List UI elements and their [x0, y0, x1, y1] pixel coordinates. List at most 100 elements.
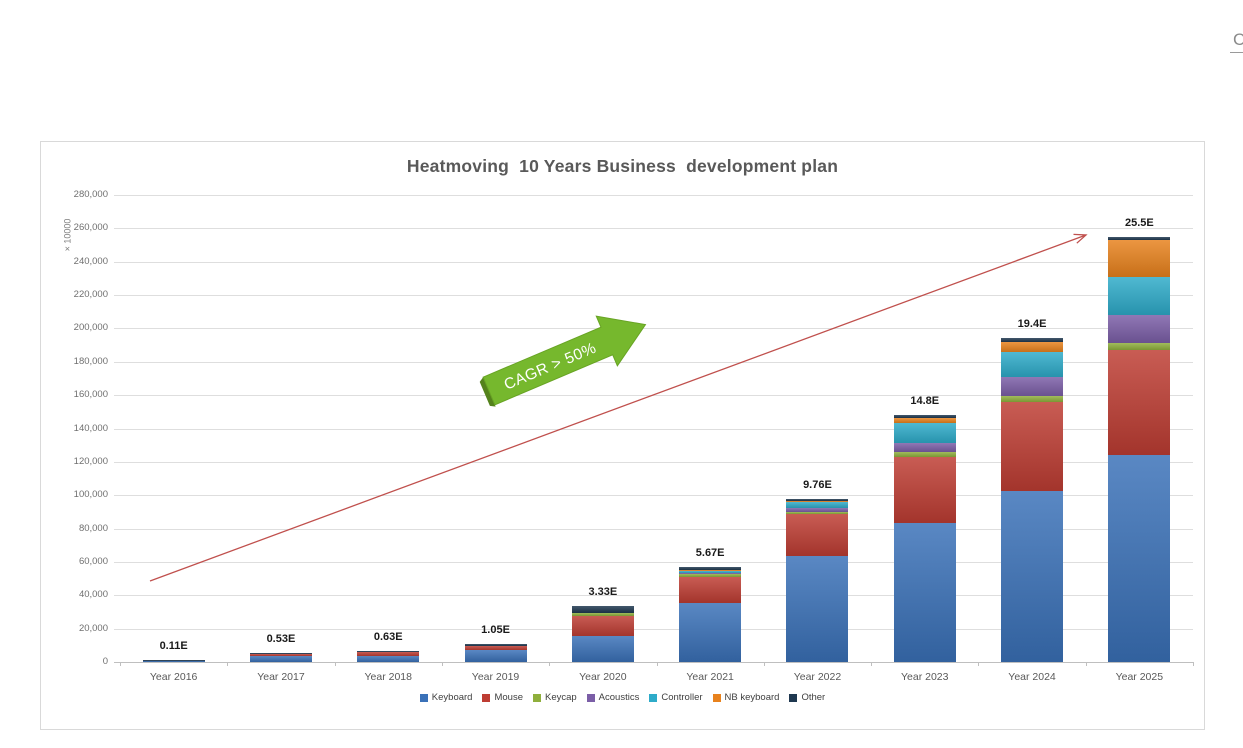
x-category-label: Year 2017 [257, 671, 305, 683]
gridline [114, 295, 1193, 297]
x-category-label: Year 2021 [686, 671, 734, 683]
clipped-glyph: C [1233, 30, 1243, 49]
chart-frame: Heatmoving 10 Years Business development… [40, 141, 1205, 730]
legend-label: Mouse [494, 692, 523, 703]
bar-segment-other [1108, 236, 1171, 241]
bar-segment-mouse [679, 576, 742, 603]
bar-segment-keyboard [357, 655, 420, 662]
x-axis-tick [120, 662, 121, 666]
y-tick-label: 0 [102, 656, 108, 667]
bar-segment-nb-keyboard [679, 570, 742, 572]
y-tick-label: 20,000 [78, 622, 108, 634]
legend-swatch [419, 693, 428, 702]
bar-segment-acoustics [1001, 377, 1064, 396]
bar-segment-keyboard [249, 655, 312, 662]
bar-segment-controller [1001, 352, 1064, 378]
bar-segment-nb-keyboard [786, 501, 849, 503]
legend-item-acoustics: Acoustics [586, 692, 640, 703]
bar-segment-mouse [357, 652, 420, 656]
y-tick-label: 200,000 [73, 322, 108, 334]
clipped-glyph-underline [1230, 52, 1243, 53]
bar-segment-keyboard [893, 522, 956, 662]
legend-item-other: Other [789, 692, 825, 703]
bar-segment-keycap [571, 613, 634, 616]
y-tick-label: 220,000 [73, 289, 108, 301]
legend-label: Acoustics [598, 692, 640, 703]
legend-swatch [532, 693, 541, 702]
x-axis-tick [1085, 662, 1087, 666]
bar-segment-other [249, 653, 312, 655]
y-tick-label: 80,000 [78, 522, 108, 534]
bar-segment-keyboard [1001, 490, 1064, 662]
bar-segment-other [142, 660, 205, 662]
bar-segment-acoustics [679, 573, 742, 575]
bar-segment-acoustics [893, 442, 956, 453]
bar-segment-nb-keyboard [1001, 341, 1064, 353]
bar-segment-other [571, 606, 634, 614]
x-category-label: Year 2020 [579, 671, 627, 683]
legend-item-controller: Controller [649, 692, 703, 703]
bar-segment-mouse [893, 456, 956, 523]
gridline [114, 662, 1193, 663]
x-axis-tick [978, 662, 980, 666]
bar-segment-keycap [679, 574, 742, 577]
x-axis-tick [763, 662, 765, 666]
bar-segment-other [786, 499, 849, 502]
bar-segment-other [464, 644, 527, 646]
gridline [114, 595, 1193, 597]
bar-total-label: 0.11E [159, 640, 188, 653]
bar-segment-other [357, 651, 420, 653]
legend-label: Controller [661, 692, 703, 703]
gridline [114, 195, 1193, 196]
bar-segment-keycap [893, 452, 956, 457]
bar-segment-controller [1108, 276, 1171, 315]
bar-total-label: 0.63E [373, 631, 403, 644]
y-tick-label: 180,000 [73, 355, 108, 367]
x-axis-tick [227, 662, 229, 666]
bar-segment-mouse [786, 514, 849, 557]
legend-item-nb-keyboard: NB keyboard [712, 692, 779, 703]
bar-total-label: 25.5E [1124, 216, 1154, 229]
bar-segment-keyboard [142, 660, 205, 662]
legend: Keyboard Mouse Keycap Acoustics Controller NB… [41, 692, 1204, 703]
x-axis-tick [549, 662, 551, 666]
bar-segment-mouse [1001, 402, 1064, 491]
legend-swatch [789, 693, 798, 702]
y-tick-label: 100,000 [73, 489, 108, 501]
bar-segment-keyboard [464, 649, 527, 662]
bar-total-label: 1.05E [481, 624, 510, 637]
legend-label: Keyboard [431, 692, 473, 703]
bar-segment-controller [786, 501, 849, 508]
x-category-label: Year 2016 [149, 671, 198, 683]
x-axis-tick [871, 662, 873, 666]
legend-label: Other [801, 692, 826, 703]
bar-segment-mouse [1108, 349, 1171, 455]
bar-total-label: 14.8E [910, 395, 940, 408]
bar-segment-other [679, 567, 742, 571]
bar-segment-nb-keyboard [893, 418, 956, 424]
x-category-label: Year 2024 [1008, 671, 1056, 683]
x-axis-tick [656, 662, 658, 666]
y-tick-label: 160,000 [73, 389, 108, 401]
chart-title: Heatmoving 10 Years Business development… [406, 156, 839, 176]
bar-segment-keyboard [571, 636, 634, 662]
x-axis-tick [1193, 662, 1194, 666]
legend-item-keycap: Keycap [532, 692, 577, 703]
x-category-label: Year 2025 [1115, 671, 1164, 683]
bar-segment-keycap [1001, 395, 1064, 403]
x-category-label: Year 2018 [364, 671, 412, 683]
legend-swatch [649, 693, 658, 702]
bar-segment-keyboard [786, 556, 849, 662]
legend-swatch [712, 693, 721, 702]
legend-swatch [482, 693, 491, 702]
y-tick-label: 240,000 [73, 255, 108, 267]
bar-segment-controller [893, 423, 956, 443]
bar-segment-other [893, 415, 956, 419]
bar-segment-keycap [786, 511, 849, 515]
bar-total-label: 19.4E [1017, 318, 1047, 331]
x-axis-tick [441, 662, 443, 666]
y-tick-label: 260,000 [73, 222, 108, 234]
gridline [114, 628, 1193, 630]
bar-total-label: 0.53E [266, 633, 296, 646]
